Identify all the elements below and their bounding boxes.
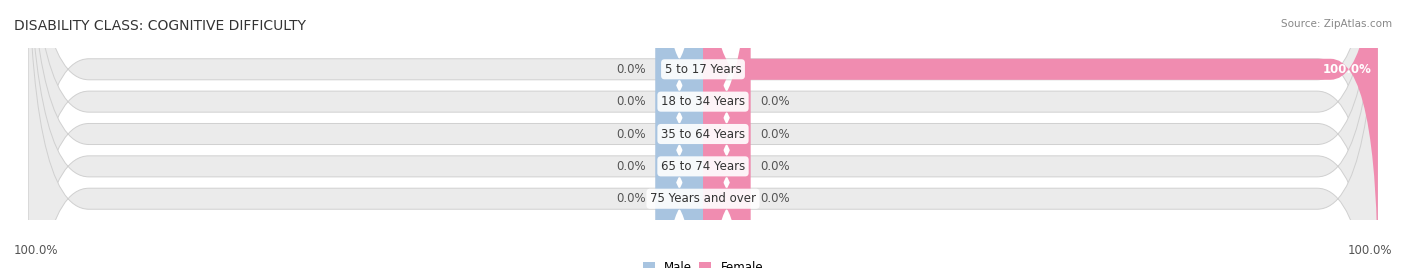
FancyBboxPatch shape — [28, 0, 1378, 268]
Text: 100.0%: 100.0% — [1322, 63, 1371, 76]
Text: Source: ZipAtlas.com: Source: ZipAtlas.com — [1281, 19, 1392, 29]
FancyBboxPatch shape — [703, 0, 751, 268]
Text: 100.0%: 100.0% — [1347, 244, 1392, 257]
Text: 0.0%: 0.0% — [616, 128, 645, 140]
Text: 0.0%: 0.0% — [761, 95, 790, 108]
Text: 5 to 17 Years: 5 to 17 Years — [665, 63, 741, 76]
Text: DISABILITY CLASS: COGNITIVE DIFFICULTY: DISABILITY CLASS: COGNITIVE DIFFICULTY — [14, 19, 307, 33]
FancyBboxPatch shape — [28, 0, 1378, 268]
Text: 0.0%: 0.0% — [616, 192, 645, 205]
Text: 0.0%: 0.0% — [616, 160, 645, 173]
Legend: Male, Female: Male, Female — [638, 256, 768, 268]
Text: 65 to 74 Years: 65 to 74 Years — [661, 160, 745, 173]
FancyBboxPatch shape — [655, 0, 703, 268]
Text: 0.0%: 0.0% — [616, 63, 645, 76]
Text: 100.0%: 100.0% — [14, 244, 59, 257]
Text: 18 to 34 Years: 18 to 34 Years — [661, 95, 745, 108]
FancyBboxPatch shape — [28, 0, 1378, 268]
FancyBboxPatch shape — [703, 0, 751, 268]
FancyBboxPatch shape — [655, 0, 703, 268]
Text: 0.0%: 0.0% — [616, 95, 645, 108]
FancyBboxPatch shape — [655, 0, 703, 268]
FancyBboxPatch shape — [703, 0, 1378, 268]
FancyBboxPatch shape — [28, 0, 1378, 268]
Text: 0.0%: 0.0% — [761, 160, 790, 173]
FancyBboxPatch shape — [28, 0, 1378, 268]
Text: 0.0%: 0.0% — [761, 128, 790, 140]
Text: 35 to 64 Years: 35 to 64 Years — [661, 128, 745, 140]
FancyBboxPatch shape — [703, 0, 751, 268]
Text: 0.0%: 0.0% — [761, 192, 790, 205]
FancyBboxPatch shape — [655, 0, 703, 268]
Text: 75 Years and over: 75 Years and over — [650, 192, 756, 205]
FancyBboxPatch shape — [703, 0, 751, 268]
FancyBboxPatch shape — [655, 0, 703, 268]
